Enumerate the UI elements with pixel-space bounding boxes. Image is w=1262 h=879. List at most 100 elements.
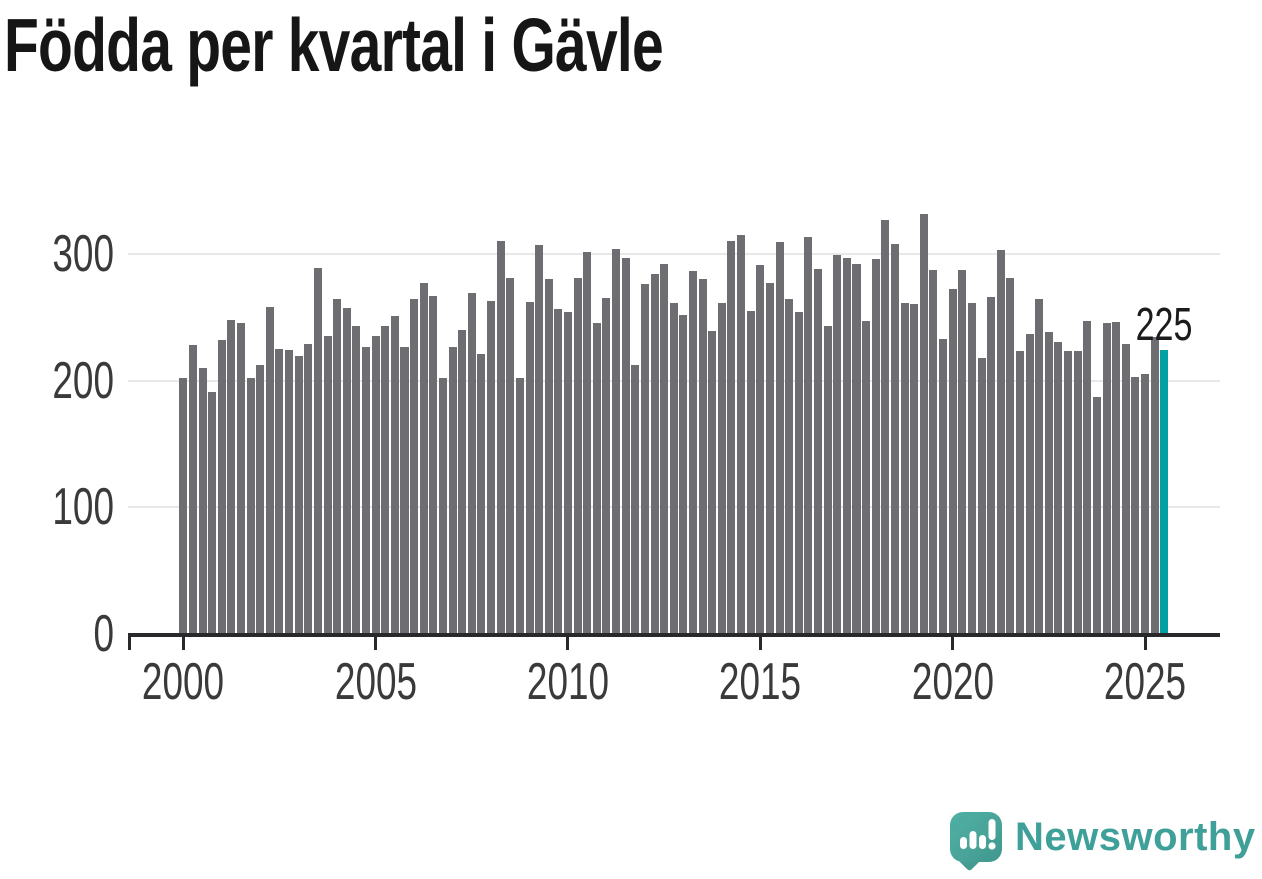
bar-2017 Q2 [842,257,851,635]
bar-2012 Q1 [640,284,649,635]
bar-2004 Q1 [333,299,342,635]
bar-2012 Q2 [650,274,659,635]
bar-2023 Q3 [1083,320,1092,635]
logo-text: Newsworthy [1015,814,1256,859]
highlight-bar-2025 Q3 [1160,350,1169,635]
bar-2011 Q3 [621,257,630,635]
x-axis-tick-2025 [1143,637,1147,650]
bar-2008 Q2 [496,241,505,635]
x-axis-label-2005: 2005 [334,653,417,711]
bar-2010 Q2 [573,277,582,635]
bar-2021 Q3 [1006,277,1015,635]
bar-2015 Q4 [785,299,794,635]
bar-2006 Q3 [429,295,438,635]
bar-2011 Q1 [602,298,611,635]
bar-2004 Q3 [352,325,361,635]
bar-2019 Q2 [919,214,928,635]
bar-2020 Q2 [958,270,967,635]
x-axis-tick-2010 [566,637,570,650]
bar-2008 Q3 [506,277,515,635]
bar-2000 Q3 [198,367,207,635]
bar-2015 Q3 [775,242,784,635]
bar-2002 Q4 [285,350,294,635]
bar-2017 Q3 [852,263,861,635]
bar-2022 Q2 [1035,299,1044,635]
bar-2013 Q2 [689,271,698,635]
bar-2023 Q1 [1064,351,1073,635]
bar-2016 Q2 [804,237,813,635]
bar-2013 Q1 [679,314,688,635]
bar-2025 Q1 [1141,374,1150,635]
x-axis-label-2015: 2015 [719,653,802,711]
bar-2003 Q4 [323,336,332,635]
bar-2015 Q2 [765,282,774,635]
y-axis-label-300: 300 [52,225,114,283]
bar-2024 Q4 [1131,376,1140,635]
bar-2022 Q3 [1044,332,1053,635]
bar-2013 Q4 [708,331,717,635]
x-axis-tick-2005 [374,637,378,650]
bar-2000 Q2 [188,344,197,635]
bar-2018 Q2 [881,219,890,635]
bar-2003 Q3 [313,267,322,635]
bar-2019 Q4 [939,338,948,635]
x-axis-line [128,633,1220,637]
bar-2005 Q4 [400,347,409,635]
bar-2003 Q1 [294,356,303,635]
bar-2017 Q4 [862,320,871,635]
bar-2000 Q4 [208,391,217,635]
x-axis-label-2020: 2020 [911,653,994,711]
bar-2025 Q2 [1150,337,1159,635]
bar-2009 Q3 [544,279,553,635]
x-axis-tick-2000 [181,637,185,650]
bar-2015 Q1 [756,265,765,635]
bar-2022 Q1 [1025,333,1034,635]
bar-2007 Q4 [477,353,486,635]
bar-2014 Q1 [717,303,726,635]
bar-2008 Q1 [487,300,496,635]
newsworthy-speech-bubble-icon [950,812,1002,872]
x-axis-label-2010: 2010 [526,653,610,711]
gridline-300 [128,253,1220,255]
x-axis-start-tick [128,637,131,650]
bar-2016 Q4 [823,325,832,635]
bar-2018 Q4 [900,303,909,635]
bar-2001 Q2 [227,319,236,635]
bar-2013 Q3 [698,279,707,635]
y-axis-label-100: 100 [52,478,114,537]
x-axis-tick-2020 [951,637,955,650]
bar-2002 Q3 [275,348,284,635]
bar-2018 Q3 [890,243,899,635]
bar-chart-exclamation-icon [960,819,996,850]
bar-2005 Q2 [381,325,390,635]
bar-2005 Q1 [371,336,380,635]
bar-2006 Q4 [438,377,447,635]
bar-2011 Q4 [631,365,640,635]
bar-2021 Q2 [996,249,1005,635]
bar-2016 Q3 [814,268,823,635]
bar-2021 Q4 [1015,351,1024,635]
x-axis-label-2000: 2000 [142,653,225,711]
bar-2018 Q1 [871,258,880,635]
y-axis-label-0: 0 [93,605,114,663]
bar-2003 Q2 [304,343,313,635]
bar-2010 Q4 [592,323,601,635]
bar-2002 Q2 [265,306,274,635]
bar-2007 Q3 [467,293,476,635]
bar-2006 Q1 [410,299,419,635]
bar-2023 Q2 [1073,351,1082,635]
bar-2001 Q4 [246,377,255,635]
chart-title: Födda per kvartal i Gävle [4,3,664,87]
bar-2008 Q4 [515,377,524,635]
bar-2006 Q2 [419,282,428,635]
bar-2012 Q4 [669,303,678,635]
bar-2011 Q2 [612,248,621,635]
bar-2014 Q3 [737,234,746,635]
bar-2012 Q3 [660,263,669,635]
bar-2004 Q4 [362,347,371,635]
bar-2009 Q4 [554,309,563,635]
bar-2024 Q3 [1121,343,1130,635]
bar-2017 Q1 [833,255,842,635]
bar-2007 Q2 [458,329,467,635]
